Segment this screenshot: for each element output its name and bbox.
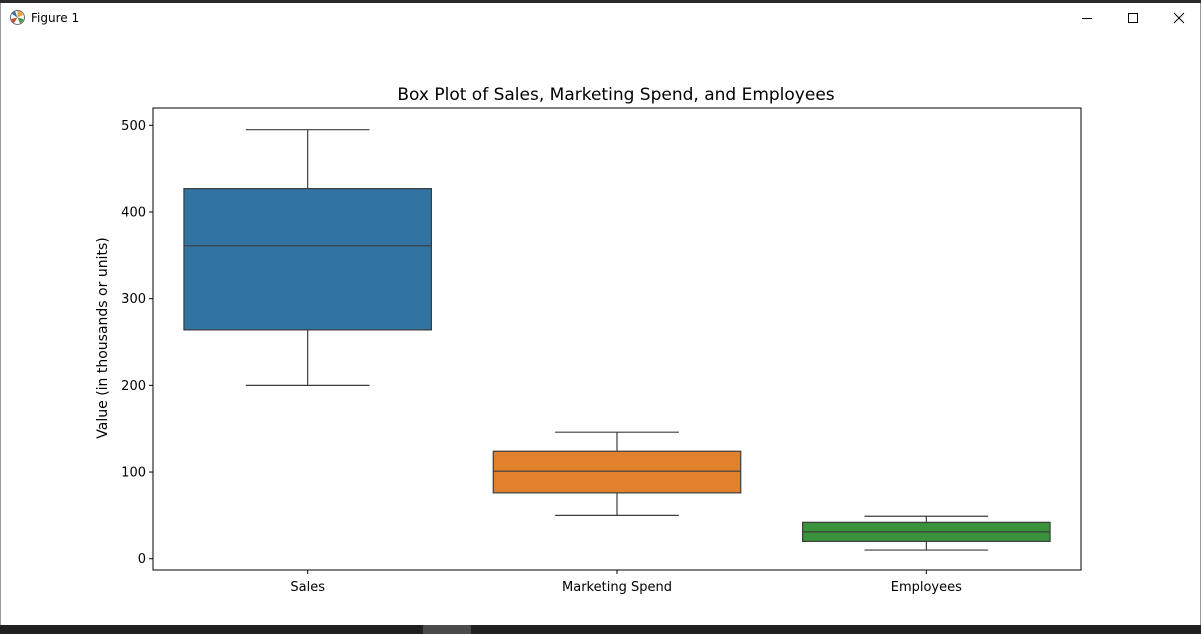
y-tick-label: 400: [121, 206, 146, 221]
figure-canvas: Box Plot of Sales, Marketing Spend, and …: [1, 33, 1200, 625]
y-tick-label: 0: [138, 552, 146, 567]
y-axis-label: Value (in thousands or units): [95, 237, 111, 438]
sales-box: [183, 188, 432, 331]
minimize-icon: [1082, 18, 1092, 19]
x-tick-label: Marketing Spend: [562, 580, 672, 595]
close-button[interactable]: [1156, 3, 1201, 33]
x-tick-label: Sales: [290, 580, 325, 595]
taskbar-active-item[interactable]: [423, 625, 471, 634]
y-tick-label: 500: [121, 119, 146, 134]
desktop-top-strip: [0, 0, 1201, 3]
close-icon: [1173, 12, 1185, 24]
minimize-button[interactable]: [1064, 3, 1110, 33]
maximize-icon: [1128, 13, 1138, 23]
figure-window: Figure 1 Box Plot of Sales, Marketing Sp…: [0, 3, 1201, 625]
y-tick-label: 300: [121, 292, 146, 307]
taskbar: [0, 625, 1201, 634]
y-tick-label: 200: [121, 379, 146, 394]
window-title: Figure 1: [31, 11, 80, 25]
title-bar[interactable]: Figure 1: [1, 3, 1200, 33]
maximize-button[interactable]: [1110, 3, 1156, 33]
y-tick-label: 100: [121, 466, 146, 481]
marketing-spend-box: [492, 450, 742, 494]
chart-title: Box Plot of Sales, Marketing Spend, and …: [397, 85, 834, 105]
box-plot-chart: Box Plot of Sales, Marketing Spend, and …: [95, 85, 1082, 595]
x-tick-label: Employees: [891, 580, 962, 595]
matplotlib-app-icon: [9, 9, 26, 26]
